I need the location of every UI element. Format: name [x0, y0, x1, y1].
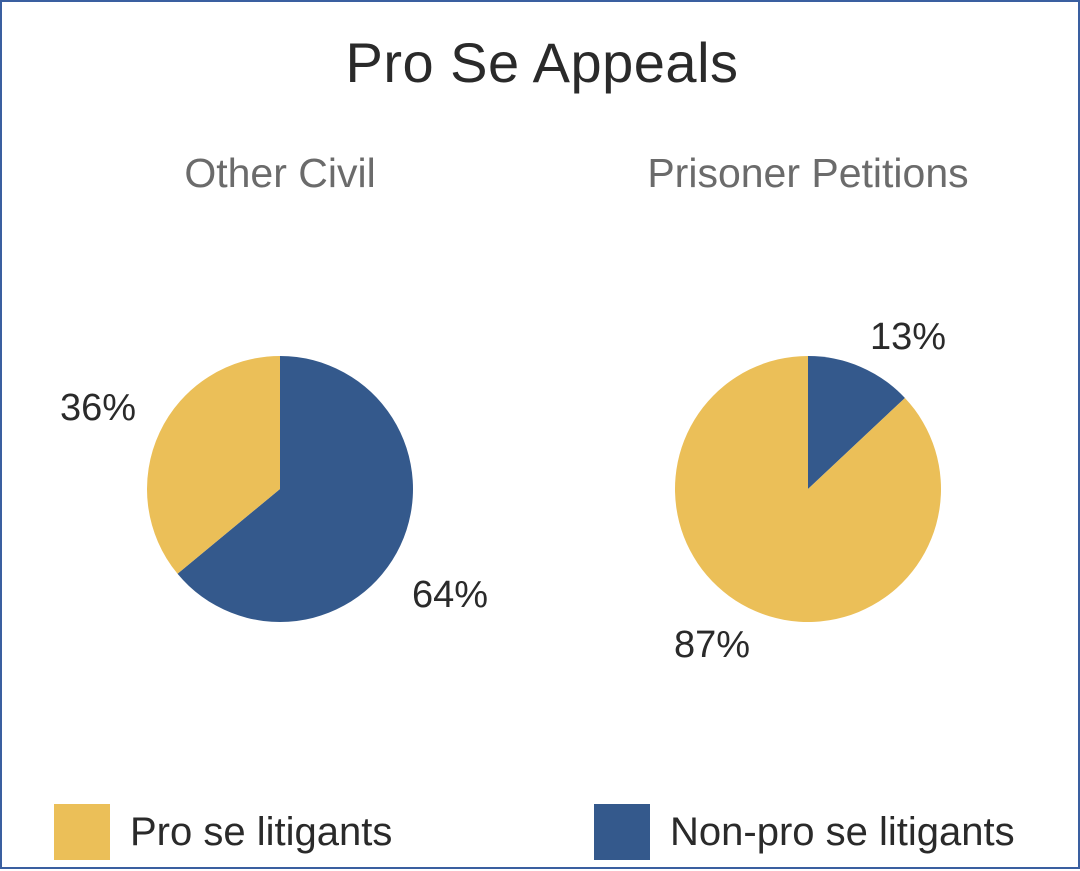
- legend-label-non-pro-se: Non-pro se litigants: [670, 809, 1015, 854]
- pie-slice-non-pro-se: [808, 356, 905, 489]
- chart-title: Pro Se Appeals: [345, 31, 739, 94]
- pie-title-prisoner-petitions: Prisoner Petitions: [647, 150, 969, 196]
- data-label-pro-se: 36%: [60, 387, 136, 429]
- data-label-non-pro-se: 64%: [412, 574, 488, 616]
- pie-slice-pro-se: [146, 356, 280, 574]
- pie-other-civil: 36% 64%: [60, 356, 488, 622]
- pie-title-other-civil: Other Civil: [184, 150, 376, 196]
- legend-item-pro-se: Pro se litigants: [54, 804, 392, 860]
- legend-item-non-pro-se: Non-pro se litigants: [594, 804, 1015, 860]
- legend-label-pro-se: Pro se litigants: [130, 809, 393, 854]
- legend-swatch-pro-se: [54, 804, 110, 860]
- legend-swatch-non-pro-se: [594, 804, 650, 860]
- pie-slice-non-pro-se: [177, 356, 413, 622]
- data-label-pro-se: 87%: [674, 624, 750, 666]
- pie-slice-pro-se: [675, 356, 941, 623]
- pie-prisoner-petitions: 87% 13%: [674, 316, 946, 666]
- data-label-non-pro-se: 13%: [870, 316, 946, 358]
